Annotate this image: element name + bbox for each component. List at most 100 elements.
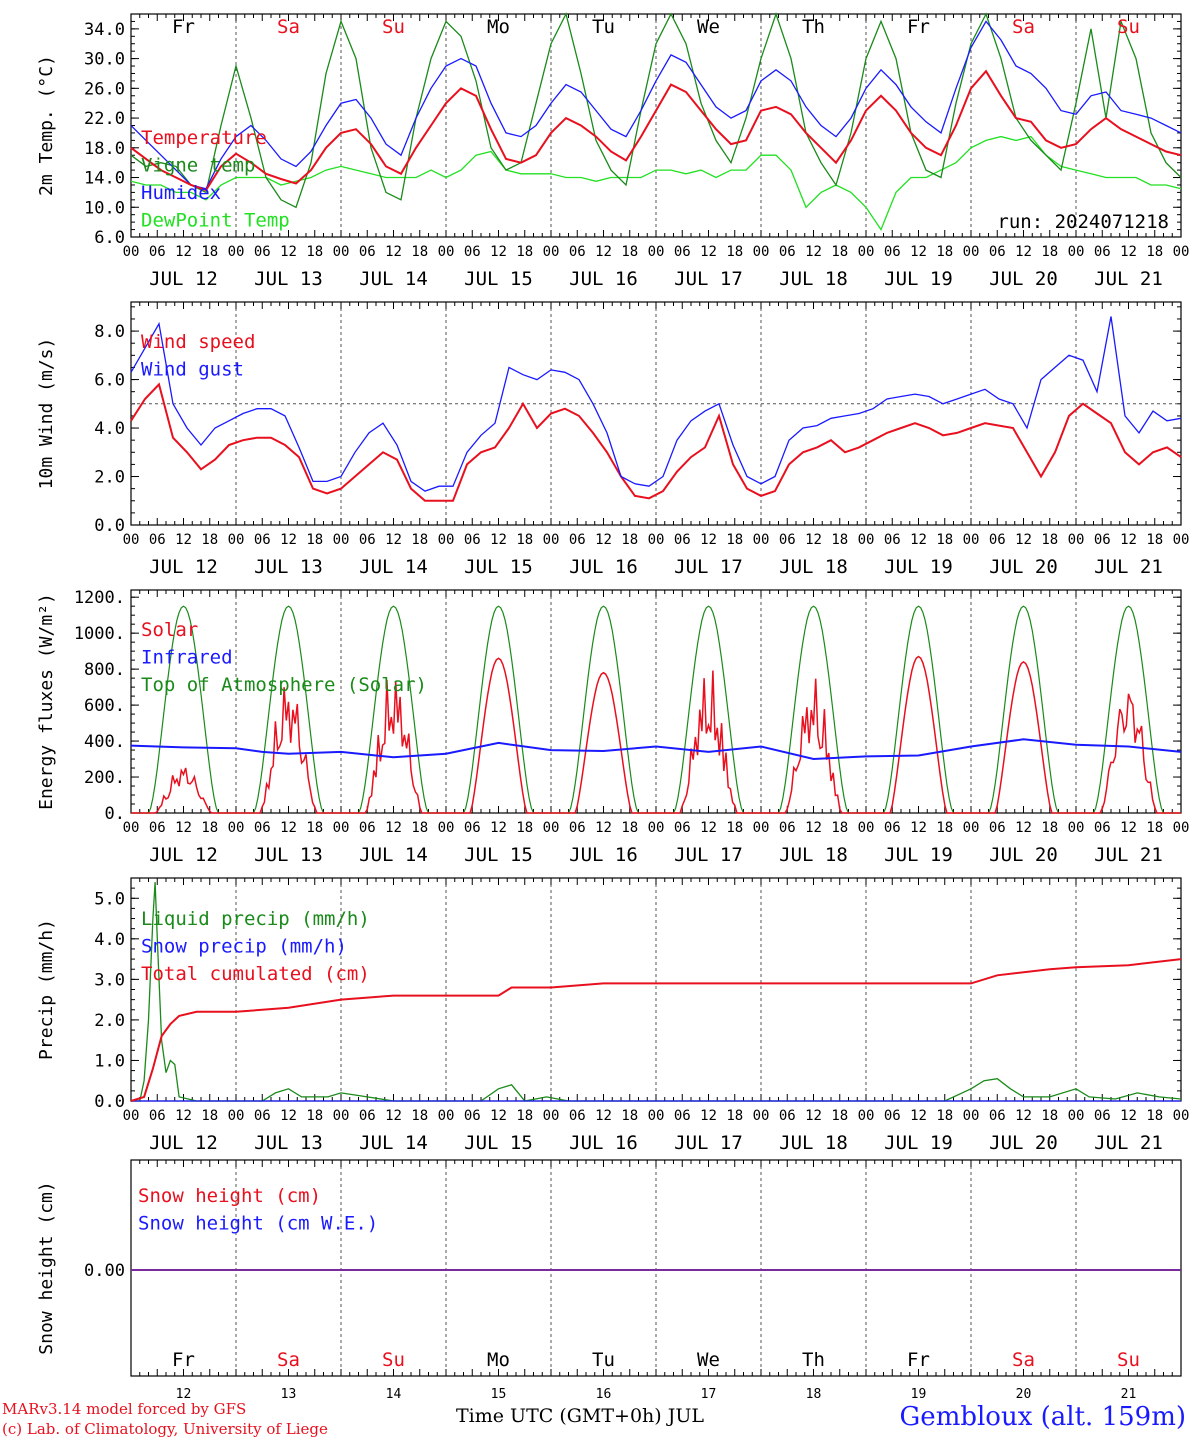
y-axis-label: 10m Wind (m/s) [36, 338, 57, 490]
y-tick-label: 2.0 [94, 1011, 125, 1031]
hour-tick-label: 12 [700, 532, 717, 548]
hour-tick-label: 06 [569, 1108, 586, 1124]
hour-tick-label: 06 [884, 244, 901, 260]
hour-tick-label: 18 [1041, 1108, 1058, 1124]
hour-tick-label: 12 [385, 820, 402, 836]
hour-tick-label: 12 [175, 532, 192, 548]
hour-tick-label: 12 [910, 244, 927, 260]
hour-tick-label: 12 [490, 820, 507, 836]
date-label: JUL 16 [569, 844, 638, 866]
date-label: JUL 20 [989, 268, 1058, 290]
date-label: JUL 20 [989, 556, 1058, 578]
hour-tick-label: 00 [228, 820, 245, 836]
date-label: JUL 21 [1094, 844, 1163, 866]
hour-tick-label: 06 [254, 532, 271, 548]
hour-tick-label: 12 [1120, 820, 1137, 836]
date-label: JUL 17 [674, 844, 743, 866]
series-vigne-temp [130, 11, 1182, 209]
y-tick-label: 5.0 [94, 889, 125, 909]
series-humidex [130, 20, 1182, 190]
hour-tick-label: 00 [963, 820, 980, 836]
hour-tick-label: 06 [254, 1108, 271, 1124]
hour-tick-label: 12 [595, 1108, 612, 1124]
hour-tick-label: 06 [359, 1108, 376, 1124]
hour-tick-label: 06 [359, 244, 376, 260]
legend-dewpoint-temp: DewPoint Temp [141, 210, 290, 232]
y-tick-label: 3.0 [94, 970, 125, 990]
weekday-label: Th [802, 1349, 825, 1371]
day-number-label: 13 [281, 1387, 297, 1402]
hour-tick-label: 06 [989, 244, 1006, 260]
hour-tick-label: 00 [963, 1108, 980, 1124]
panel-precip: 0.0 1.0 2.0 3.0 4.0 5.0 Precip (mm/h) 00 06 12 18 J… [36, 877, 1189, 1154]
hour-tick-label: 12 [280, 244, 297, 260]
hour-tick-label: 00 [753, 820, 770, 836]
hour-tick-label: 18 [726, 820, 743, 836]
y-tick-label: 34.0 [84, 20, 125, 40]
y-tick-label: 200. [84, 768, 125, 788]
date-label: JUL 18 [779, 1132, 848, 1154]
hour-tick-label: 06 [779, 1108, 796, 1124]
hour-tick-label: 00 [543, 1108, 560, 1124]
hour-tick-label: 06 [464, 244, 481, 260]
date-label: JUL 13 [254, 268, 323, 290]
hour-tick-label: 18 [411, 244, 428, 260]
legend-snow-height-cm-w-e-: Snow height (cm W.E.) [138, 1213, 378, 1235]
date-label: JUL 19 [884, 844, 953, 866]
weekday-label: Sa [277, 1349, 300, 1371]
hour-tick-label: 12 [385, 244, 402, 260]
hour-tick-label: 12 [385, 532, 402, 548]
hour-tick-label: 18 [831, 532, 848, 548]
day-number-label: 16 [596, 1387, 612, 1402]
hour-tick-label: 00 [1068, 244, 1085, 260]
day-number-label: 18 [806, 1387, 822, 1402]
y-axis-label: Snow height (cm) [36, 1181, 57, 1354]
hour-tick-label: 06 [1094, 1108, 1111, 1124]
hour-tick-label: 18 [1146, 1108, 1163, 1124]
hour-tick-label: 06 [359, 820, 376, 836]
hour-tick-label: 06 [884, 820, 901, 836]
hour-tick-label: 18 [306, 820, 323, 836]
hour-tick-label: 12 [490, 244, 507, 260]
day-number-label: 20 [1016, 1387, 1032, 1402]
weekday-label: Sa [1012, 1349, 1035, 1371]
weekday-label: Tu [592, 1349, 615, 1371]
date-label: JUL 16 [569, 268, 638, 290]
date-label: JUL 14 [359, 1132, 428, 1154]
hour-tick-label: 06 [1094, 532, 1111, 548]
hour-tick-label: 18 [306, 532, 323, 548]
hour-tick-label: 12 [280, 532, 297, 548]
y-tick-label: 0.0 [94, 1092, 125, 1112]
hour-tick-label: 18 [516, 1108, 533, 1124]
hour-tick-label: 18 [201, 1108, 218, 1124]
date-label: JUL 13 [254, 1132, 323, 1154]
date-label: JUL 14 [359, 556, 428, 578]
weekday-label: We [697, 16, 720, 38]
hour-tick-label: 00 [648, 244, 665, 260]
hour-tick-label: 00 [543, 532, 560, 548]
hour-tick-label: 06 [674, 532, 691, 548]
hour-tick-label: 12 [490, 532, 507, 548]
hour-tick-label: 12 [595, 244, 612, 260]
hour-tick-label: 00 [438, 244, 455, 260]
hour-tick-label: 06 [989, 1108, 1006, 1124]
hour-tick-label: 06 [989, 532, 1006, 548]
hour-tick-label: 06 [569, 820, 586, 836]
hour-tick-label: 00 [438, 820, 455, 836]
hour-tick-label: 00 [438, 1108, 455, 1124]
hour-tick-label: 18 [1041, 244, 1058, 260]
hour-tick-label: 06 [149, 244, 166, 260]
plot-frame [130, 301, 1182, 526]
hour-tick-label: 00 [753, 1108, 770, 1124]
hour-tick-label: 06 [149, 532, 166, 548]
hour-tick-label: 18 [201, 244, 218, 260]
hour-tick-label: 12 [595, 820, 612, 836]
hour-tick-label: 00 [1173, 244, 1190, 260]
y-tick-label: 18.0 [84, 139, 125, 159]
hour-tick-label: 18 [306, 244, 323, 260]
date-label: JUL 13 [254, 844, 323, 866]
hour-tick-label: 06 [254, 820, 271, 836]
hour-tick-label: 12 [175, 1108, 192, 1124]
hour-tick-label: 18 [621, 1108, 638, 1124]
hour-tick-label: 12 [1015, 532, 1032, 548]
